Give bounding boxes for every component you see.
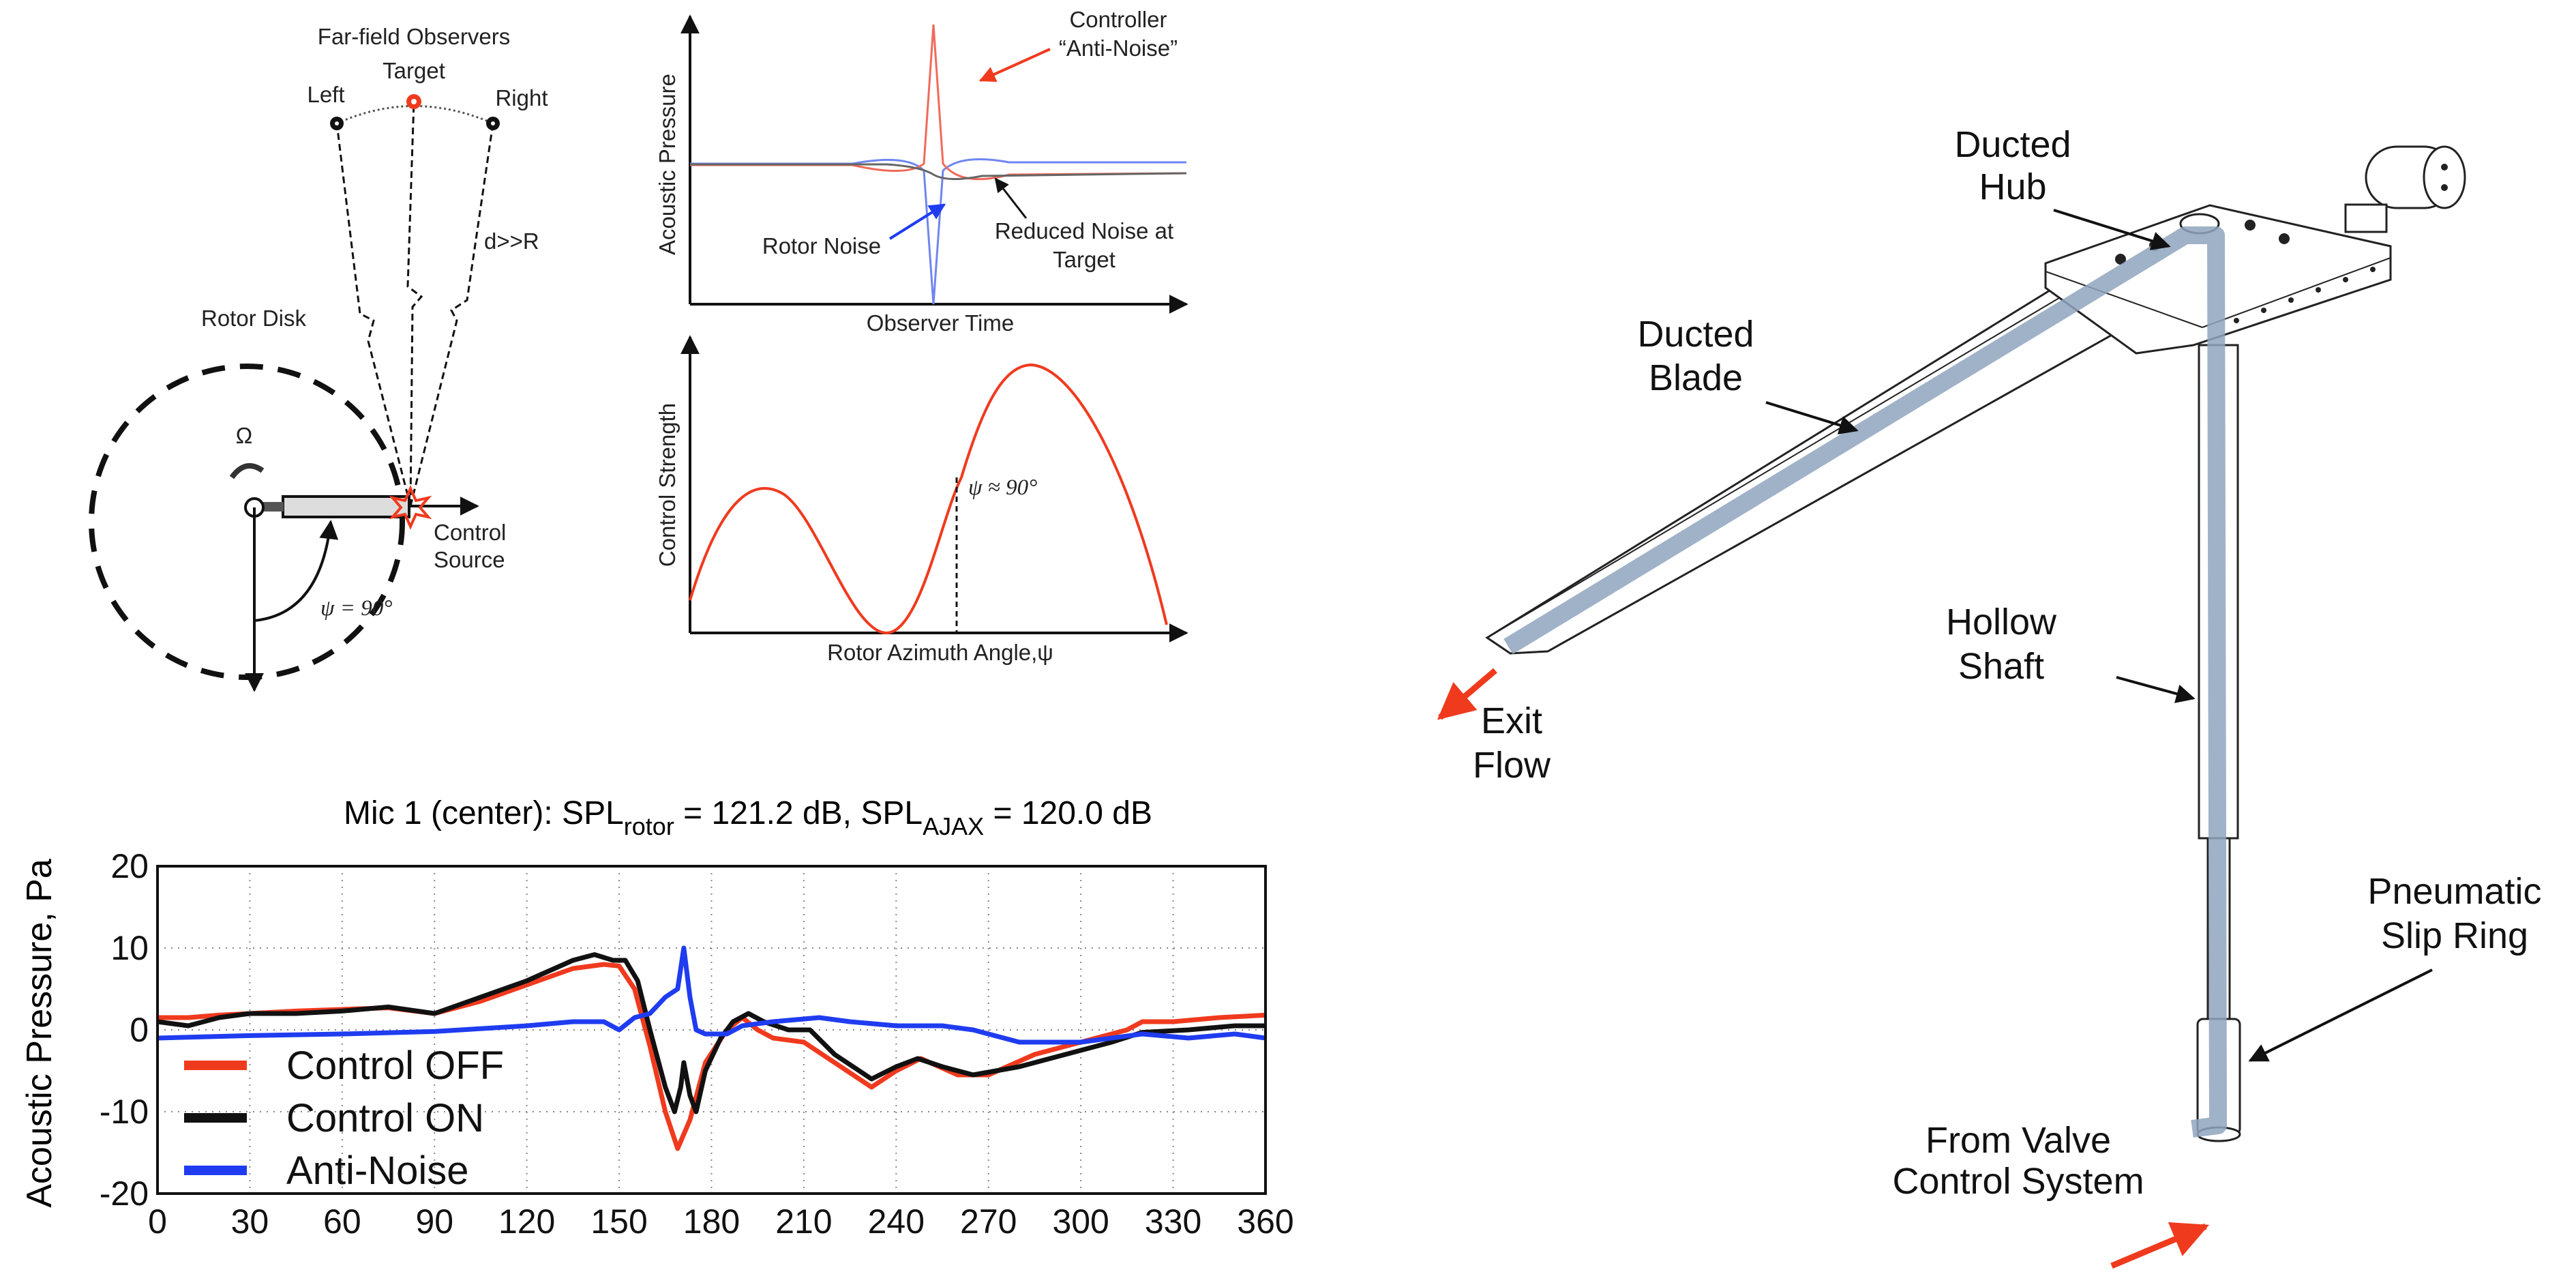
strength-sketch: Control Strength Rotor Azimuth Angle,ψ ψ… xyxy=(655,335,1188,665)
y-tick-label: -10 xyxy=(100,1093,149,1131)
slip-ring-label-1: Pneumatic xyxy=(2367,871,2541,912)
pressure-chart: Mic 1 (center): SPLrotor = 121.2 dB, SPL… xyxy=(20,795,1294,1241)
x-tick-label: 120 xyxy=(498,1202,555,1241)
y-tick-label: 20 xyxy=(110,847,149,885)
inflow-arrow-icon xyxy=(2110,1222,2209,1269)
blade xyxy=(282,495,410,518)
pressure-sketch-ylabel: Acoustic Pressure xyxy=(655,74,680,255)
slip-ring-label-2: Slip Ring xyxy=(2381,915,2528,956)
series-line-anti-noise xyxy=(157,945,1266,1045)
blade-label-1: Ducted xyxy=(1637,314,1754,355)
reduced-noise-label-2: Target xyxy=(1053,247,1115,272)
exit-arrow-icon xyxy=(1437,668,1497,720)
controller-label-1: Controller xyxy=(1069,7,1167,32)
y-tick-label: 10 xyxy=(110,929,149,967)
chart-ylabel: Acoustic Pressure, Pa xyxy=(20,859,59,1208)
observer-line-left xyxy=(335,123,412,507)
hardware-diagram: Ducted Hub Ducted Blade Hollow Shaft Pne… xyxy=(1437,124,2542,1269)
legend-label-anti: Anti-Noise xyxy=(286,1149,469,1193)
target-label: Target xyxy=(383,58,445,83)
series-line-control-on xyxy=(157,952,1265,1114)
control-source-label-2: Source xyxy=(434,547,505,572)
observer-line-right xyxy=(409,123,494,507)
hub-label-2: Hub xyxy=(1979,166,2046,207)
chart-series xyxy=(157,945,1266,1151)
reduced-noise-curve xyxy=(690,163,1187,181)
psi-label: ψ = 90° xyxy=(320,596,392,621)
x-tick-label: 360 xyxy=(1237,1202,1293,1241)
internal-duct xyxy=(1503,226,2227,1138)
rotor-noise-curve xyxy=(690,158,1186,305)
x-tick-label: 240 xyxy=(868,1202,925,1241)
exit-label-1: Exit xyxy=(1481,700,1542,741)
shaft-label-2: Shaft xyxy=(1958,646,2044,687)
x-tick-label: 60 xyxy=(323,1202,361,1241)
x-tick-label: 210 xyxy=(775,1202,832,1241)
reduced-noise-label-1: Reduced Noise at xyxy=(995,218,1173,243)
rotor-disk xyxy=(89,364,405,680)
x-tick-label: 300 xyxy=(1052,1202,1109,1241)
pressure-sketch: Acoustic Pressure Observer Time Controll… xyxy=(655,7,1188,336)
observers-title: Far-field Observers xyxy=(318,24,510,49)
x-tick-label: 0 xyxy=(148,1202,167,1241)
strength-sketch-xlabel: Rotor Azimuth Angle,ψ xyxy=(827,640,1053,665)
psi-marker-label: ψ ≈ 90° xyxy=(968,475,1037,500)
omega-label: Ω xyxy=(236,423,253,448)
anti-noise-curve xyxy=(690,24,1187,181)
x-tick-label: 90 xyxy=(415,1202,453,1241)
x-tick-label: 330 xyxy=(1145,1202,1201,1241)
observer-arc xyxy=(336,105,494,125)
chart-title: Mic 1 (center): SPLrotor = 121.2 dB, SPL… xyxy=(344,795,1152,840)
x-tick-label: 150 xyxy=(590,1202,647,1241)
rotor-noise-label: Rotor Noise xyxy=(762,233,881,258)
valve-label-1: From Valve xyxy=(1926,1120,2111,1161)
legend-label-on: Control ON xyxy=(286,1096,484,1140)
x-tick-label: 180 xyxy=(683,1202,740,1241)
rotation-arrow-icon xyxy=(229,462,265,479)
control-strength-curve xyxy=(689,363,1168,635)
right-label: Right xyxy=(495,85,548,110)
y-tick-label: 0 xyxy=(130,1011,149,1049)
x-tick-label: 270 xyxy=(960,1202,1017,1241)
controller-label-2: “Anti-Noise” xyxy=(1059,35,1178,61)
chart-ticks: 0 30 60 90 120 150 180 210 240 270 300 330 36020100-… xyxy=(100,847,1294,1241)
shaft-label-1: Hollow xyxy=(1946,602,2057,642)
exit-label-2: Flow xyxy=(1473,745,1551,786)
x-tick-label: 30 xyxy=(231,1202,269,1241)
rotor-disk-label: Rotor Disk xyxy=(201,306,307,331)
blade-label-2: Blade xyxy=(1649,357,1743,398)
chart-grid xyxy=(157,866,1266,1194)
distance-label: d>>R xyxy=(484,228,539,254)
rotor-observer-diagram: Far-field Observers Target Left Right d>… xyxy=(89,24,548,692)
y-tick-label: -20 xyxy=(100,1174,149,1213)
hub-label-1: Ducted xyxy=(1954,124,2071,165)
pressure-sketch-xlabel: Observer Time xyxy=(867,310,1014,336)
strength-sketch-ylabel: Control Strength xyxy=(655,403,680,567)
left-label: Left xyxy=(307,82,344,107)
valve-label-2: Control System xyxy=(1892,1161,2144,1202)
legend-label-off: Control OFF xyxy=(286,1044,504,1088)
blade-grip-cylinder xyxy=(2344,145,2466,233)
control-source-icon xyxy=(389,485,432,530)
observer-line-target xyxy=(406,101,423,507)
chart-legend: Control OFF Control ON Anti-Noise xyxy=(184,1044,504,1193)
control-source-label-1: Control xyxy=(434,520,506,545)
plot-frame xyxy=(156,865,1267,1195)
